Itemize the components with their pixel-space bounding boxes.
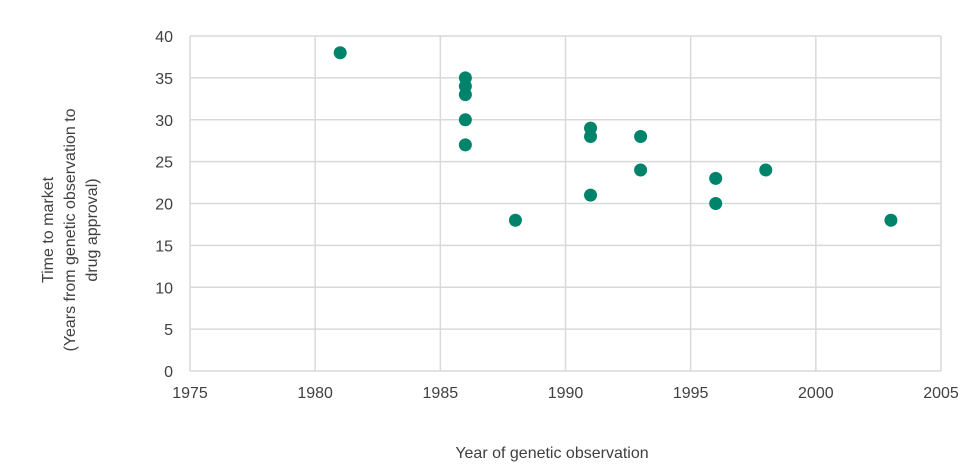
data-point [884, 213, 898, 227]
y-tick-label: 20 [155, 197, 173, 214]
x-tick-label: 2005 [923, 385, 959, 402]
data-point [333, 46, 347, 60]
y-tick-label: 35 [155, 71, 173, 88]
data-point [634, 130, 648, 143]
y-tick-label: 30 [155, 113, 173, 130]
data-point [508, 213, 522, 227]
data-point [584, 130, 598, 143]
x-axis-ticks: 1975 1980 1985 1990 1995 2000 2005 [172, 385, 959, 402]
data-point [759, 163, 773, 177]
data-point [634, 163, 648, 177]
data-point [709, 197, 723, 210]
y-tick-label: 15 [155, 238, 173, 255]
y-tick-label: 25 [155, 155, 173, 172]
data-point [458, 113, 472, 127]
data-point [458, 88, 472, 102]
x-tick-label: 1985 [423, 385, 459, 402]
y-tick-label: 40 [155, 29, 173, 46]
x-tick-label: 1980 [297, 385, 333, 402]
y-axis-title-line: (Years from genetic observation to [62, 108, 79, 351]
x-tick-label: 1995 [673, 385, 709, 402]
x-tick-label: 1990 [548, 385, 584, 402]
y-axis-title: Time to market (Years from genetic observ… [40, 108, 101, 351]
y-tick-label: 5 [164, 322, 173, 339]
data-point [584, 188, 598, 202]
y-axis-title-line: Time to market [40, 176, 57, 283]
x-tick-label: 1975 [172, 385, 208, 402]
data-point [458, 138, 472, 152]
y-axis-ticks: 0 5 10 15 20 25 30 35 40 [155, 29, 173, 381]
data-point [709, 171, 723, 185]
x-axis-title: Year of genetic observation [455, 445, 648, 462]
y-tick-label: 10 [155, 280, 173, 297]
x-tick-label: 2000 [798, 385, 834, 402]
grid [189, 35, 942, 372]
data-points [333, 46, 898, 227]
y-axis-title-line: drug approval) [84, 178, 101, 281]
y-tick-label: 0 [164, 364, 173, 381]
